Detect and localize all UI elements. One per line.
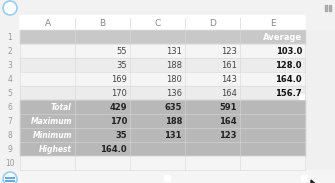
Text: 180: 180 xyxy=(166,74,182,83)
Text: 8: 8 xyxy=(8,130,12,139)
Text: 6: 6 xyxy=(8,102,12,111)
Text: 9: 9 xyxy=(8,145,12,154)
Text: Maximum: Maximum xyxy=(30,117,72,126)
Text: 10: 10 xyxy=(5,158,15,167)
Text: B: B xyxy=(99,18,106,27)
Bar xyxy=(329,5,331,11)
FancyBboxPatch shape xyxy=(20,16,305,31)
Polygon shape xyxy=(311,180,318,183)
Bar xyxy=(0,16,335,30)
Text: 35: 35 xyxy=(115,130,127,139)
Text: 143: 143 xyxy=(221,74,237,83)
Text: 1: 1 xyxy=(8,33,12,42)
Bar xyxy=(164,175,170,181)
Text: 2: 2 xyxy=(8,46,12,55)
Bar xyxy=(301,175,307,181)
Text: C: C xyxy=(154,18,160,27)
Bar xyxy=(20,58,305,72)
Bar xyxy=(20,86,305,100)
Bar xyxy=(20,156,305,170)
Text: 170: 170 xyxy=(111,89,127,98)
Text: 188: 188 xyxy=(164,117,182,126)
Text: Total: Total xyxy=(51,102,72,111)
Text: 131: 131 xyxy=(164,130,182,139)
Text: D: D xyxy=(209,18,216,27)
Text: 429: 429 xyxy=(110,102,127,111)
Bar xyxy=(20,100,305,114)
Circle shape xyxy=(3,1,17,15)
Text: 3: 3 xyxy=(8,61,12,70)
Text: 123: 123 xyxy=(221,46,237,55)
Text: 169: 169 xyxy=(111,74,127,83)
Text: 103.0: 103.0 xyxy=(276,46,302,55)
Text: 188: 188 xyxy=(166,61,182,70)
Text: 161: 161 xyxy=(221,61,237,70)
Text: 136: 136 xyxy=(166,89,182,98)
Text: 7: 7 xyxy=(8,117,12,126)
Text: 156.7: 156.7 xyxy=(275,89,302,98)
Text: 635: 635 xyxy=(164,102,182,111)
Circle shape xyxy=(3,172,17,183)
FancyBboxPatch shape xyxy=(20,16,305,30)
Bar xyxy=(299,94,304,99)
Text: 5: 5 xyxy=(8,89,12,98)
Text: 170: 170 xyxy=(110,117,127,126)
Bar xyxy=(0,170,335,183)
Text: 164: 164 xyxy=(221,89,237,98)
Bar xyxy=(20,72,305,86)
Text: 55: 55 xyxy=(117,46,127,55)
Text: Average: Average xyxy=(263,33,302,42)
Text: 123: 123 xyxy=(219,130,237,139)
Bar xyxy=(0,0,335,16)
Bar xyxy=(20,128,305,142)
Text: 164: 164 xyxy=(219,117,237,126)
Text: 164.0: 164.0 xyxy=(275,74,302,83)
Text: 128.0: 128.0 xyxy=(275,61,302,70)
Bar xyxy=(20,44,305,58)
Text: Minimum: Minimum xyxy=(32,130,72,139)
Text: 164.0: 164.0 xyxy=(100,145,127,154)
Text: 4: 4 xyxy=(8,74,12,83)
Text: 131: 131 xyxy=(166,46,182,55)
Text: 591: 591 xyxy=(219,102,237,111)
Bar xyxy=(325,5,327,11)
Text: Highest: Highest xyxy=(39,145,72,154)
Bar xyxy=(20,114,305,128)
Text: 35: 35 xyxy=(116,61,127,70)
Bar xyxy=(0,16,20,170)
Text: A: A xyxy=(45,18,51,27)
Text: E: E xyxy=(270,18,275,27)
Bar xyxy=(20,30,305,44)
Bar xyxy=(20,142,305,156)
